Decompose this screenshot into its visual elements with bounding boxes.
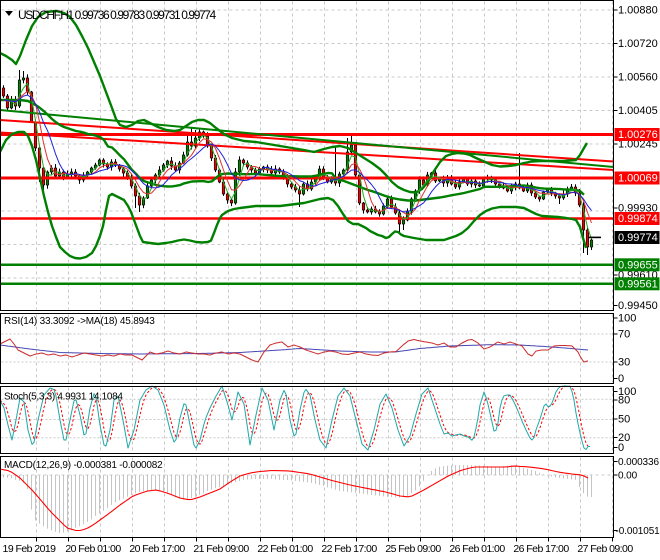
svg-text:1.00245: 1.00245 bbox=[618, 139, 658, 151]
svg-text:0.00: 0.00 bbox=[618, 471, 638, 482]
svg-text:100: 100 bbox=[618, 386, 636, 398]
svg-text:1.00880: 1.00880 bbox=[618, 5, 658, 17]
svg-text:20 Feb 17:00: 20 Feb 17:00 bbox=[129, 543, 185, 555]
svg-text:0.99450: 0.99450 bbox=[618, 300, 658, 312]
svg-text:30: 30 bbox=[618, 357, 630, 369]
svg-text:20: 20 bbox=[618, 432, 630, 444]
svg-text:0.99874: 0.99874 bbox=[618, 213, 658, 225]
svg-text:26 Feb 17:00: 26 Feb 17:00 bbox=[513, 543, 569, 555]
svg-text:25 Feb 09:00: 25 Feb 09:00 bbox=[385, 543, 441, 555]
svg-text:RSI(14) 33.3092 ->MA(18) 45.8: RSI(14) 33.3092 ->MA(18) 45.8943 bbox=[4, 316, 155, 327]
svg-text:26 Feb 01:00: 26 Feb 01:00 bbox=[449, 543, 505, 555]
svg-text:0: 0 bbox=[618, 442, 624, 454]
svg-text:50: 50 bbox=[618, 414, 630, 426]
svg-text:0.99774: 0.99774 bbox=[618, 232, 658, 244]
svg-text:20 Feb 01:00: 20 Feb 01:00 bbox=[65, 543, 121, 555]
svg-text:27 Feb 09:00: 27 Feb 09:00 bbox=[577, 543, 633, 555]
svg-text:1.00560: 1.00560 bbox=[618, 72, 658, 84]
svg-text:Stoch(5,3,3) 4.9931 14.1084: Stoch(5,3,3) 4.9931 14.1084 bbox=[4, 392, 123, 403]
svg-text:0.99655: 0.99655 bbox=[618, 259, 658, 271]
svg-text:0.99930: 0.99930 bbox=[618, 203, 658, 215]
svg-text:1.00276: 1.00276 bbox=[618, 129, 658, 141]
svg-text:22 Feb 17:00: 22 Feb 17:00 bbox=[321, 543, 377, 555]
svg-text:1.00069: 1.00069 bbox=[618, 173, 658, 185]
svg-text:1.00720: 1.00720 bbox=[618, 38, 658, 50]
svg-text:70: 70 bbox=[618, 329, 630, 341]
svg-text:21 Feb 09:00: 21 Feb 09:00 bbox=[193, 543, 249, 555]
svg-text:100: 100 bbox=[618, 313, 636, 325]
svg-text:-0.001051: -0.001051 bbox=[616, 526, 660, 537]
svg-text:1.00405: 1.00405 bbox=[618, 105, 658, 117]
svg-text:0.000336: 0.000336 bbox=[618, 457, 659, 468]
svg-text:USDCHF,H1 0.99736 0.99783 0.99: USDCHF,H1 0.99736 0.99783 0.99731 0.9977… bbox=[18, 8, 217, 22]
svg-text:MACD(12,26,9) -0.000381 -0.000: MACD(12,26,9) -0.000381 -0.000082 bbox=[4, 460, 163, 471]
svg-text:80: 80 bbox=[618, 395, 630, 407]
svg-text:0.99561: 0.99561 bbox=[618, 278, 658, 290]
svg-text:0: 0 bbox=[618, 373, 624, 385]
svg-text:19 Feb 2019: 19 Feb 2019 bbox=[3, 543, 57, 555]
svg-text:22 Feb 01:00: 22 Feb 01:00 bbox=[257, 543, 313, 555]
